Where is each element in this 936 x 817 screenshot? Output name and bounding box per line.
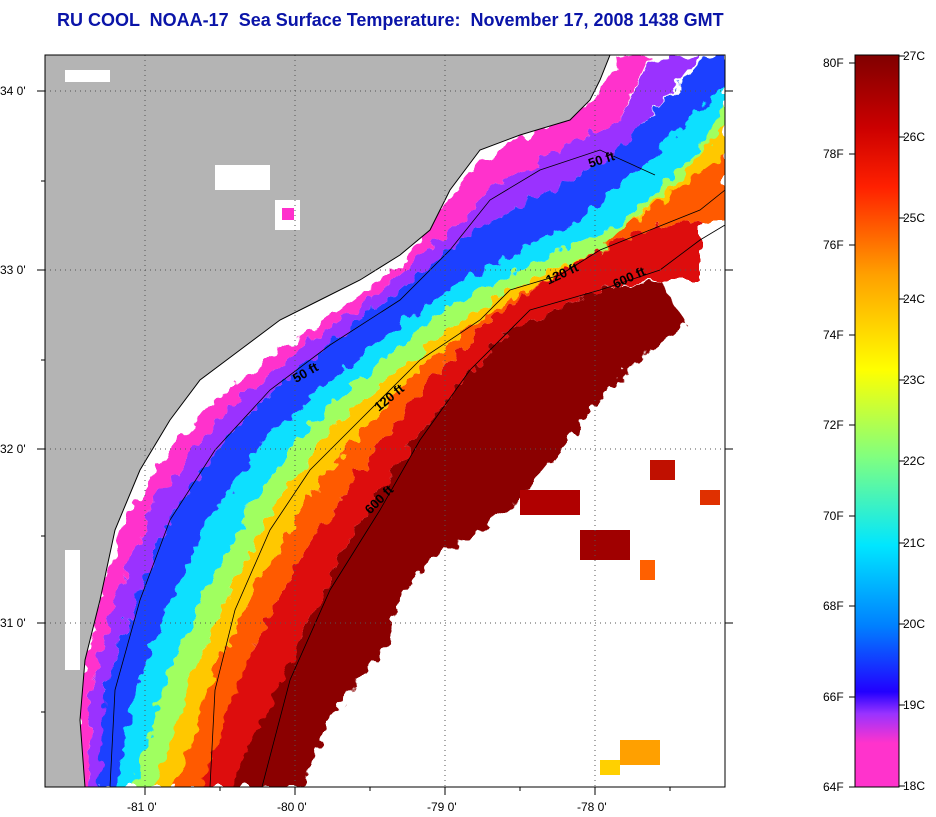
colorbar-c-label: 20C	[903, 617, 926, 631]
colorbar-c-label: 24C	[903, 292, 926, 306]
sst-band-20c	[95, 55, 725, 787]
colorbar-f-label: 76F	[823, 238, 844, 252]
lon-label: -81 0'	[127, 800, 157, 814]
colorbar-c-label: 18C	[903, 779, 926, 793]
contour-50ft	[109, 149, 656, 787]
inland-cloud-spots	[65, 70, 300, 670]
map-field	[45, 55, 725, 787]
sst-band-18c	[80, 55, 650, 787]
map-frame	[44, 54, 726, 788]
colorbar-f-label: 66F	[823, 690, 844, 704]
sst-band-22c	[110, 80, 725, 787]
colorbar-f-label: 70F	[823, 509, 844, 523]
colorbar-ticks	[849, 55, 905, 788]
colorbar	[854, 54, 900, 788]
colorbar-f-label: 80F	[823, 56, 844, 70]
colorbar-c-label: 22C	[903, 454, 926, 468]
cloud-patches	[320, 300, 725, 787]
lat-label: 33 0'	[0, 263, 26, 277]
colorbar-c-label: 27C	[903, 49, 926, 63]
lat-label: 34 0'	[0, 84, 26, 98]
lat-label: 31 0'	[0, 616, 26, 630]
graticule	[45, 55, 725, 787]
lat-label: 32 0'	[0, 442, 26, 456]
lon-label: -78 0'	[577, 800, 607, 814]
land-mass	[45, 55, 610, 787]
contour-600ft	[261, 224, 725, 787]
sst-band-25c	[170, 150, 725, 787]
colorbar-c-label: 25C	[903, 211, 926, 225]
contour-120ft	[209, 189, 725, 787]
colorbar-c-label: 23C	[903, 373, 926, 387]
colorbar-c-label: 19C	[903, 698, 926, 712]
colorbar-c-label: 26C	[903, 130, 926, 144]
colorbar-f-label: 72F	[823, 418, 844, 432]
sst-band-26c	[190, 220, 700, 787]
colorbar-c-label: 21C	[903, 536, 926, 550]
sst-band-19c	[88, 55, 700, 787]
colorbar-f-label: 74F	[823, 328, 844, 342]
colorbar-f-label: 68F	[823, 599, 844, 613]
sst-band-27c	[220, 280, 690, 787]
axis-ticks	[37, 90, 733, 795]
map-title: RU COOL NOAA-17 Sea Surface Temperature:…	[57, 10, 724, 30]
lon-label: -79 0'	[427, 800, 457, 814]
lon-label: -80 0'	[277, 800, 307, 814]
colorbar-f-label: 78F	[823, 147, 844, 161]
coastline	[45, 55, 611, 787]
cloud-gap-pixels	[520, 460, 720, 775]
colorbar-f-label: 64F	[823, 780, 844, 794]
inland-pixel	[282, 208, 294, 220]
